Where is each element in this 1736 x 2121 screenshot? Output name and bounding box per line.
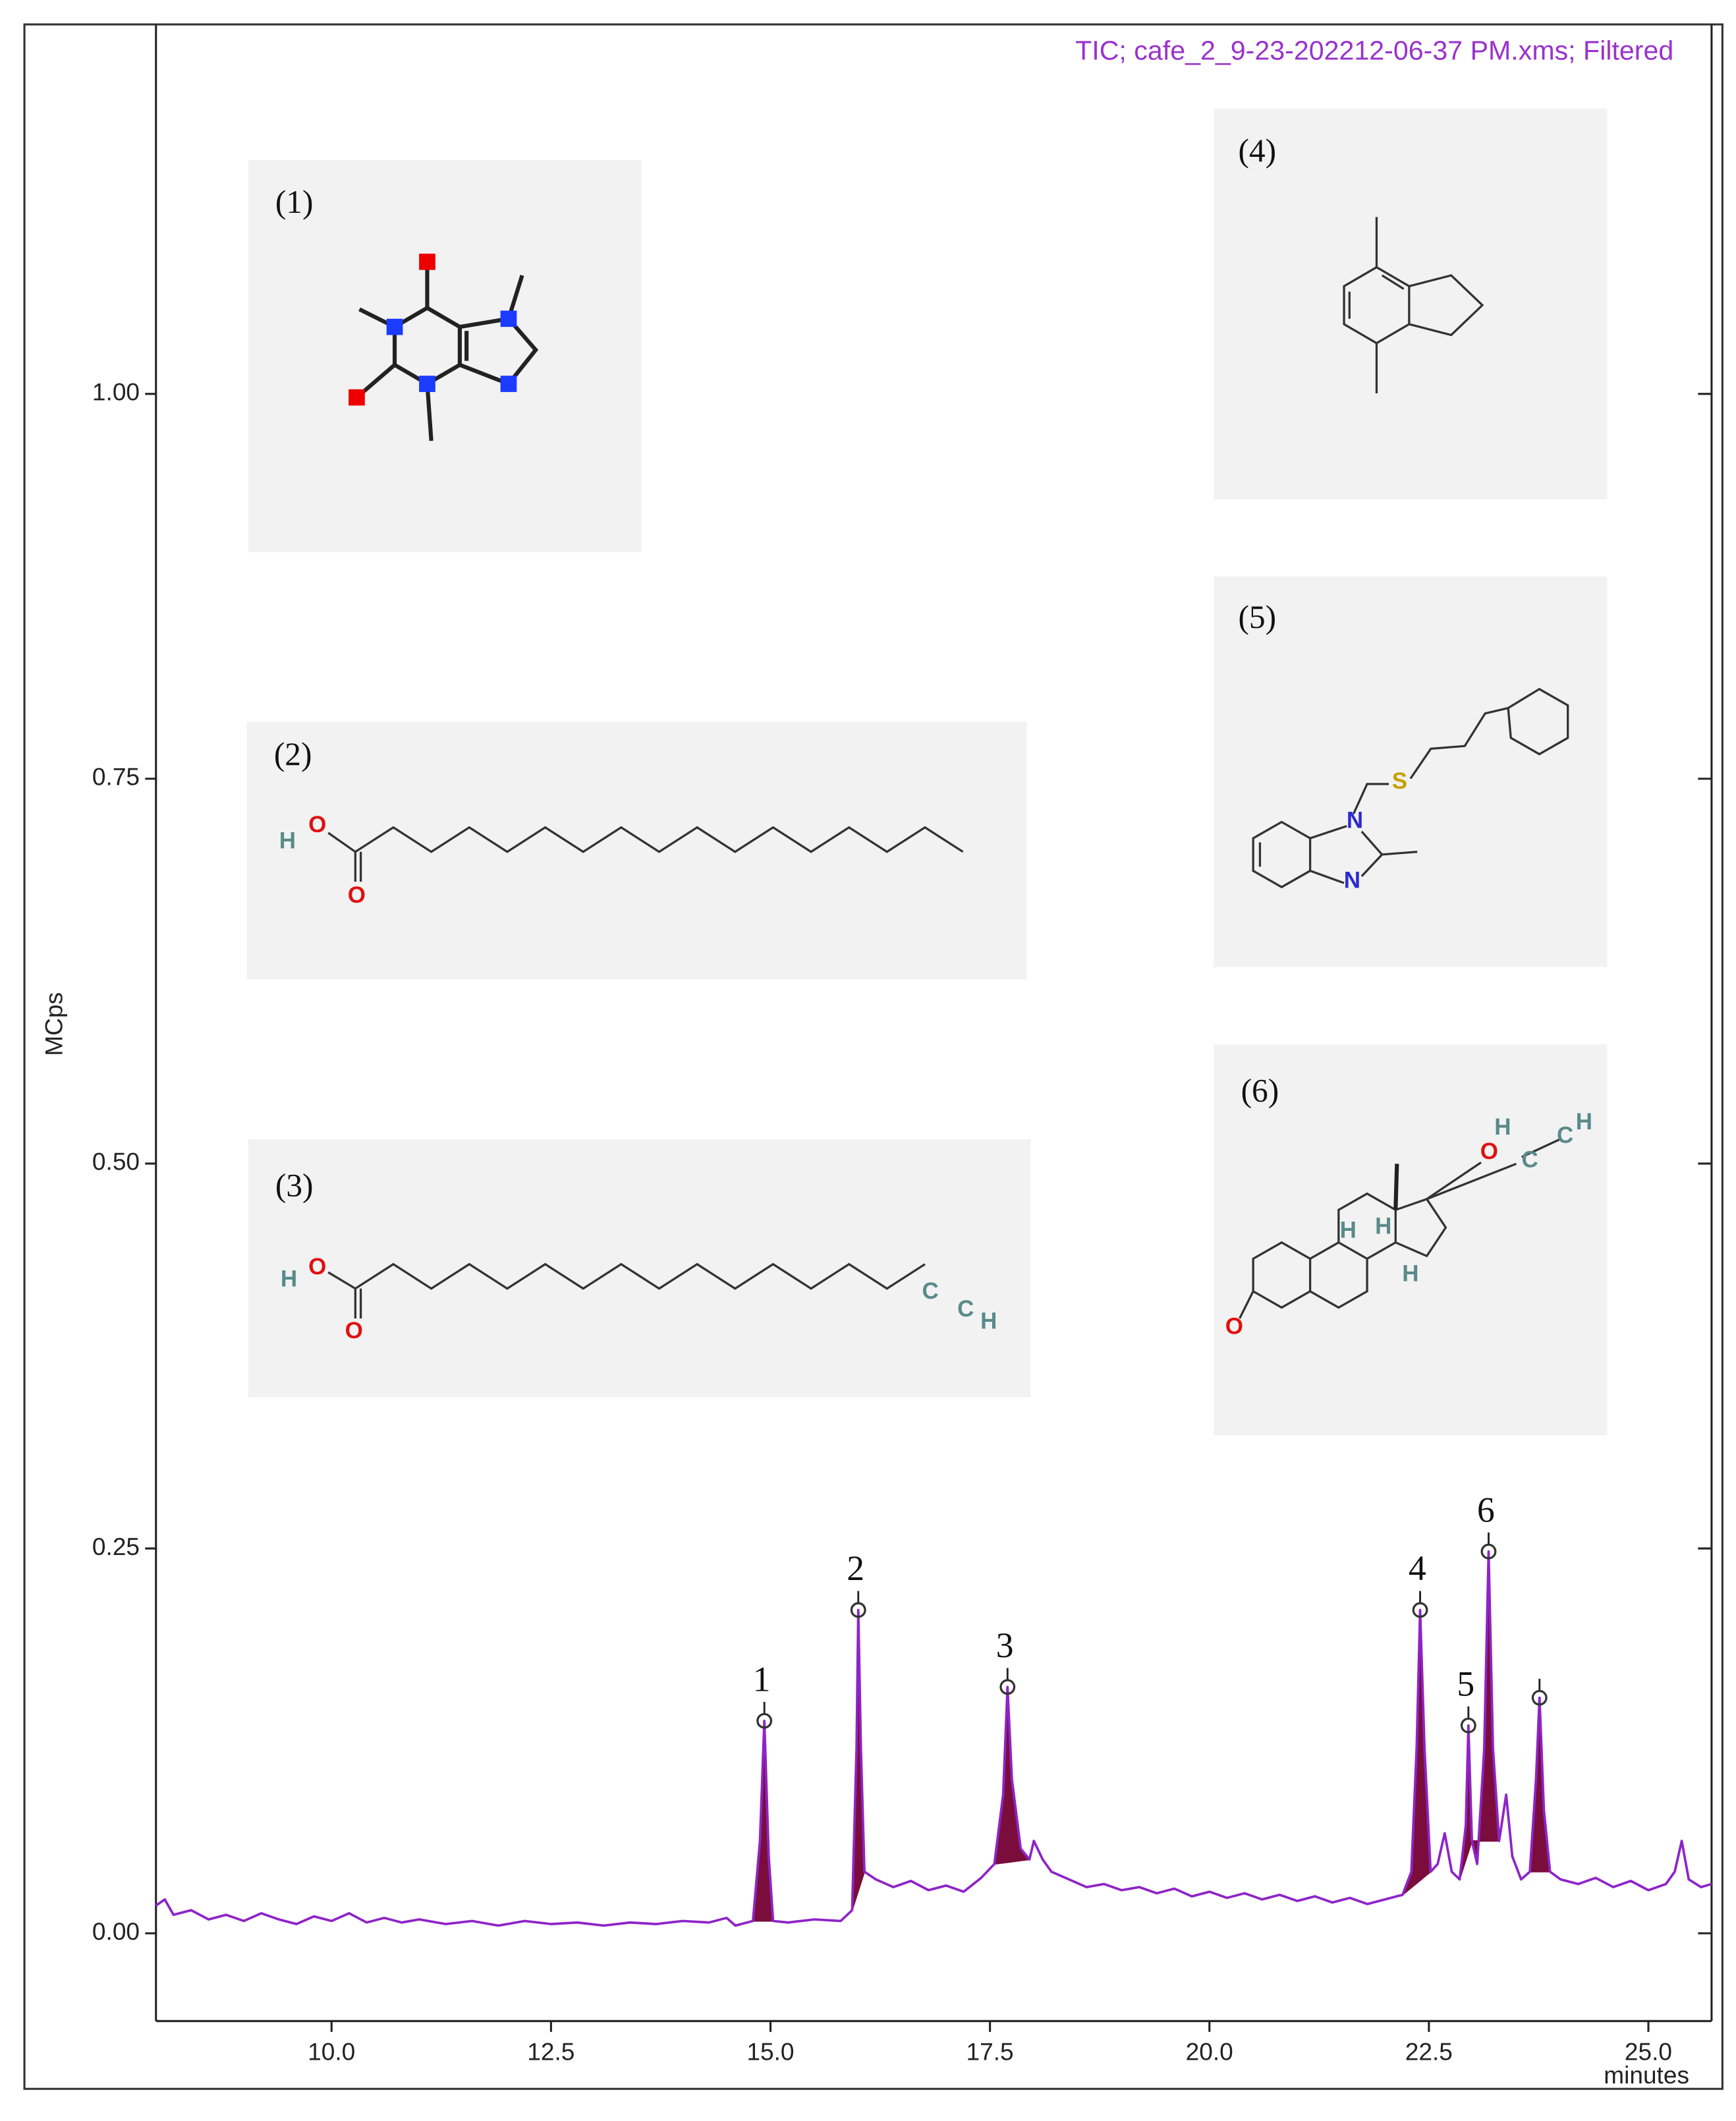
y-tick-label: 0.00 [92, 1917, 140, 1945]
atom-label: O [1480, 1139, 1498, 1164]
outer-frame [23, 23, 1723, 2090]
structure-label: (4) [1238, 132, 1276, 169]
peak-label: 4 [1409, 1548, 1426, 1588]
atom-label: H [1375, 1213, 1391, 1239]
atom-label: O [1225, 1314, 1243, 1340]
atom-label: H [980, 1308, 997, 1334]
structure-3: (3) H O O C C H [248, 1139, 1031, 1398]
peak-marker [850, 1602, 866, 1618]
bonds [327, 1262, 926, 1318]
peak-marker [756, 1712, 773, 1729]
atom-label: H [281, 1266, 297, 1292]
structure-4: (4) [1214, 108, 1608, 499]
atom-label: N [1344, 867, 1360, 893]
atom-label: N [1347, 808, 1363, 834]
bonds [327, 826, 964, 882]
atom-label: O [348, 882, 366, 908]
methyl [1393, 1164, 1399, 1210]
x-axis-label: minutes [1604, 2061, 1689, 2089]
atom-label: C [1557, 1122, 1573, 1148]
atom-n [500, 310, 517, 327]
peak-label: 3 [996, 1626, 1014, 1665]
atom-label: C [922, 1278, 939, 1304]
bonds [1343, 217, 1484, 393]
bonds [1239, 1138, 1561, 1319]
peak-label: 5 [1457, 1664, 1474, 1703]
chart-subtitle: TIC; cafe_2_9-23-202212-06-37 PM.xms; Fi… [1075, 36, 1673, 66]
y-tick-label: 1.00 [92, 378, 140, 406]
structure-box [1214, 576, 1608, 967]
structure-5: (5) N N S [1214, 576, 1608, 967]
x-tick-label: 10.0 [308, 2037, 355, 2065]
peak-marker [1531, 1689, 1548, 1706]
atom-o [419, 253, 435, 270]
structure-label: (1) [275, 184, 314, 220]
atom-n [500, 376, 517, 392]
atom-label: H [1340, 1217, 1357, 1243]
x-tick-label: 22.5 [1405, 2037, 1453, 2065]
bonds [1252, 687, 1569, 889]
peak-marker [1412, 1602, 1428, 1618]
atom-label: O [308, 1254, 326, 1280]
structure-1: (1) [248, 159, 642, 552]
atom-label: H [1494, 1114, 1511, 1140]
trace-line [155, 1550, 1712, 1927]
structure-label: (5) [1238, 599, 1276, 635]
x-tick-label: 17.5 [966, 2037, 1014, 2065]
atom-label: O [308, 812, 326, 837]
structure-box [1214, 1044, 1608, 1435]
atom-label: H [1402, 1260, 1418, 1286]
peak-marker [1480, 1543, 1497, 1560]
structure-box [248, 159, 642, 552]
atom-label: H [279, 828, 296, 854]
structure-label: (2) [274, 736, 312, 772]
structure-box [1214, 108, 1608, 499]
x-tick-label: 15.0 [746, 2037, 794, 2065]
peak-marker [1460, 1717, 1476, 1734]
atom-label: S [1392, 768, 1407, 794]
structure-box [248, 1139, 1031, 1398]
atom-n [419, 376, 435, 392]
atom-label: H [1576, 1109, 1592, 1135]
structure-label: (6) [1241, 1073, 1279, 1109]
x-tick-label: 25.0 [1625, 2037, 1672, 2065]
atom-label: C [1521, 1146, 1538, 1172]
peak-label: 6 [1477, 1490, 1495, 1529]
structure-6: (6) H O C C H H H H O [1214, 1044, 1608, 1435]
x-tick-label: 12.5 [527, 2037, 574, 2065]
structure-2: (2) H O O [246, 721, 1027, 980]
atom-o [349, 389, 365, 406]
x-tick-label: 20.0 [1186, 2037, 1233, 2065]
y-tick-label: 0.25 [92, 1533, 140, 1560]
plot-area: 0.00 0.25 0.50 0.75 1.00 10.0 12.5 15.0 17.5 20.0… [92, 24, 1713, 2065]
y-tick-label: 0.75 [92, 763, 140, 791]
structure-label: (3) [275, 1168, 314, 1204]
y-axis-label: MCps [40, 992, 68, 1056]
atom-label: C [957, 1296, 974, 1322]
atom-n [386, 318, 403, 335]
y-tick-label: 0.50 [92, 1148, 140, 1175]
peak-marker [999, 1679, 1016, 1695]
peak-label: 2 [847, 1548, 864, 1588]
atom-label: O [345, 1318, 363, 1343]
structure-box [246, 721, 1027, 980]
peak-label: 1 [753, 1659, 771, 1699]
